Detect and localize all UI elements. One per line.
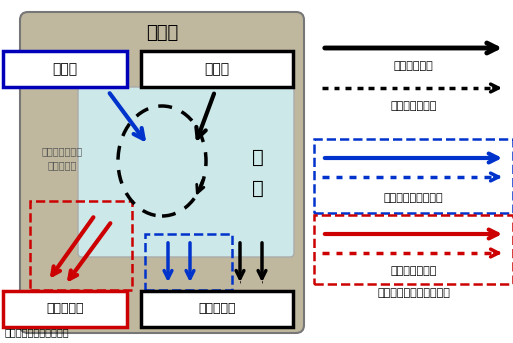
Text: 外　需: 外 需 [52,62,77,76]
Text: 間接の波及効果: 間接の波及効果 [390,101,437,111]
Text: 輸入による流出: 輸入による流出 [390,266,437,276]
Text: 直接の取引額: 直接の取引額 [393,61,433,71]
FancyBboxPatch shape [3,291,127,327]
FancyBboxPatch shape [3,51,127,87]
Text: 国内生産額: 国内生産額 [198,303,236,316]
Text: 産業連関による
波及の循環: 産業連関による 波及の循環 [42,146,83,170]
Text: 収支＝誘発マイナス流出: 収支＝誘発マイナス流出 [377,288,450,298]
Text: 産
業: 産 業 [252,148,264,198]
Text: 国外流出額: 国外流出額 [46,303,84,316]
FancyBboxPatch shape [78,87,294,257]
FancyBboxPatch shape [141,291,293,327]
Text: 資料：経済産業省作成。: 資料：経済産業省作成。 [5,327,70,337]
FancyBboxPatch shape [141,51,293,87]
Text: 国　内: 国 内 [146,24,178,42]
Text: 「外需」による誘発: 「外需」による誘発 [384,193,443,203]
Text: 内　需: 内 需 [205,62,229,76]
FancyBboxPatch shape [20,12,304,333]
